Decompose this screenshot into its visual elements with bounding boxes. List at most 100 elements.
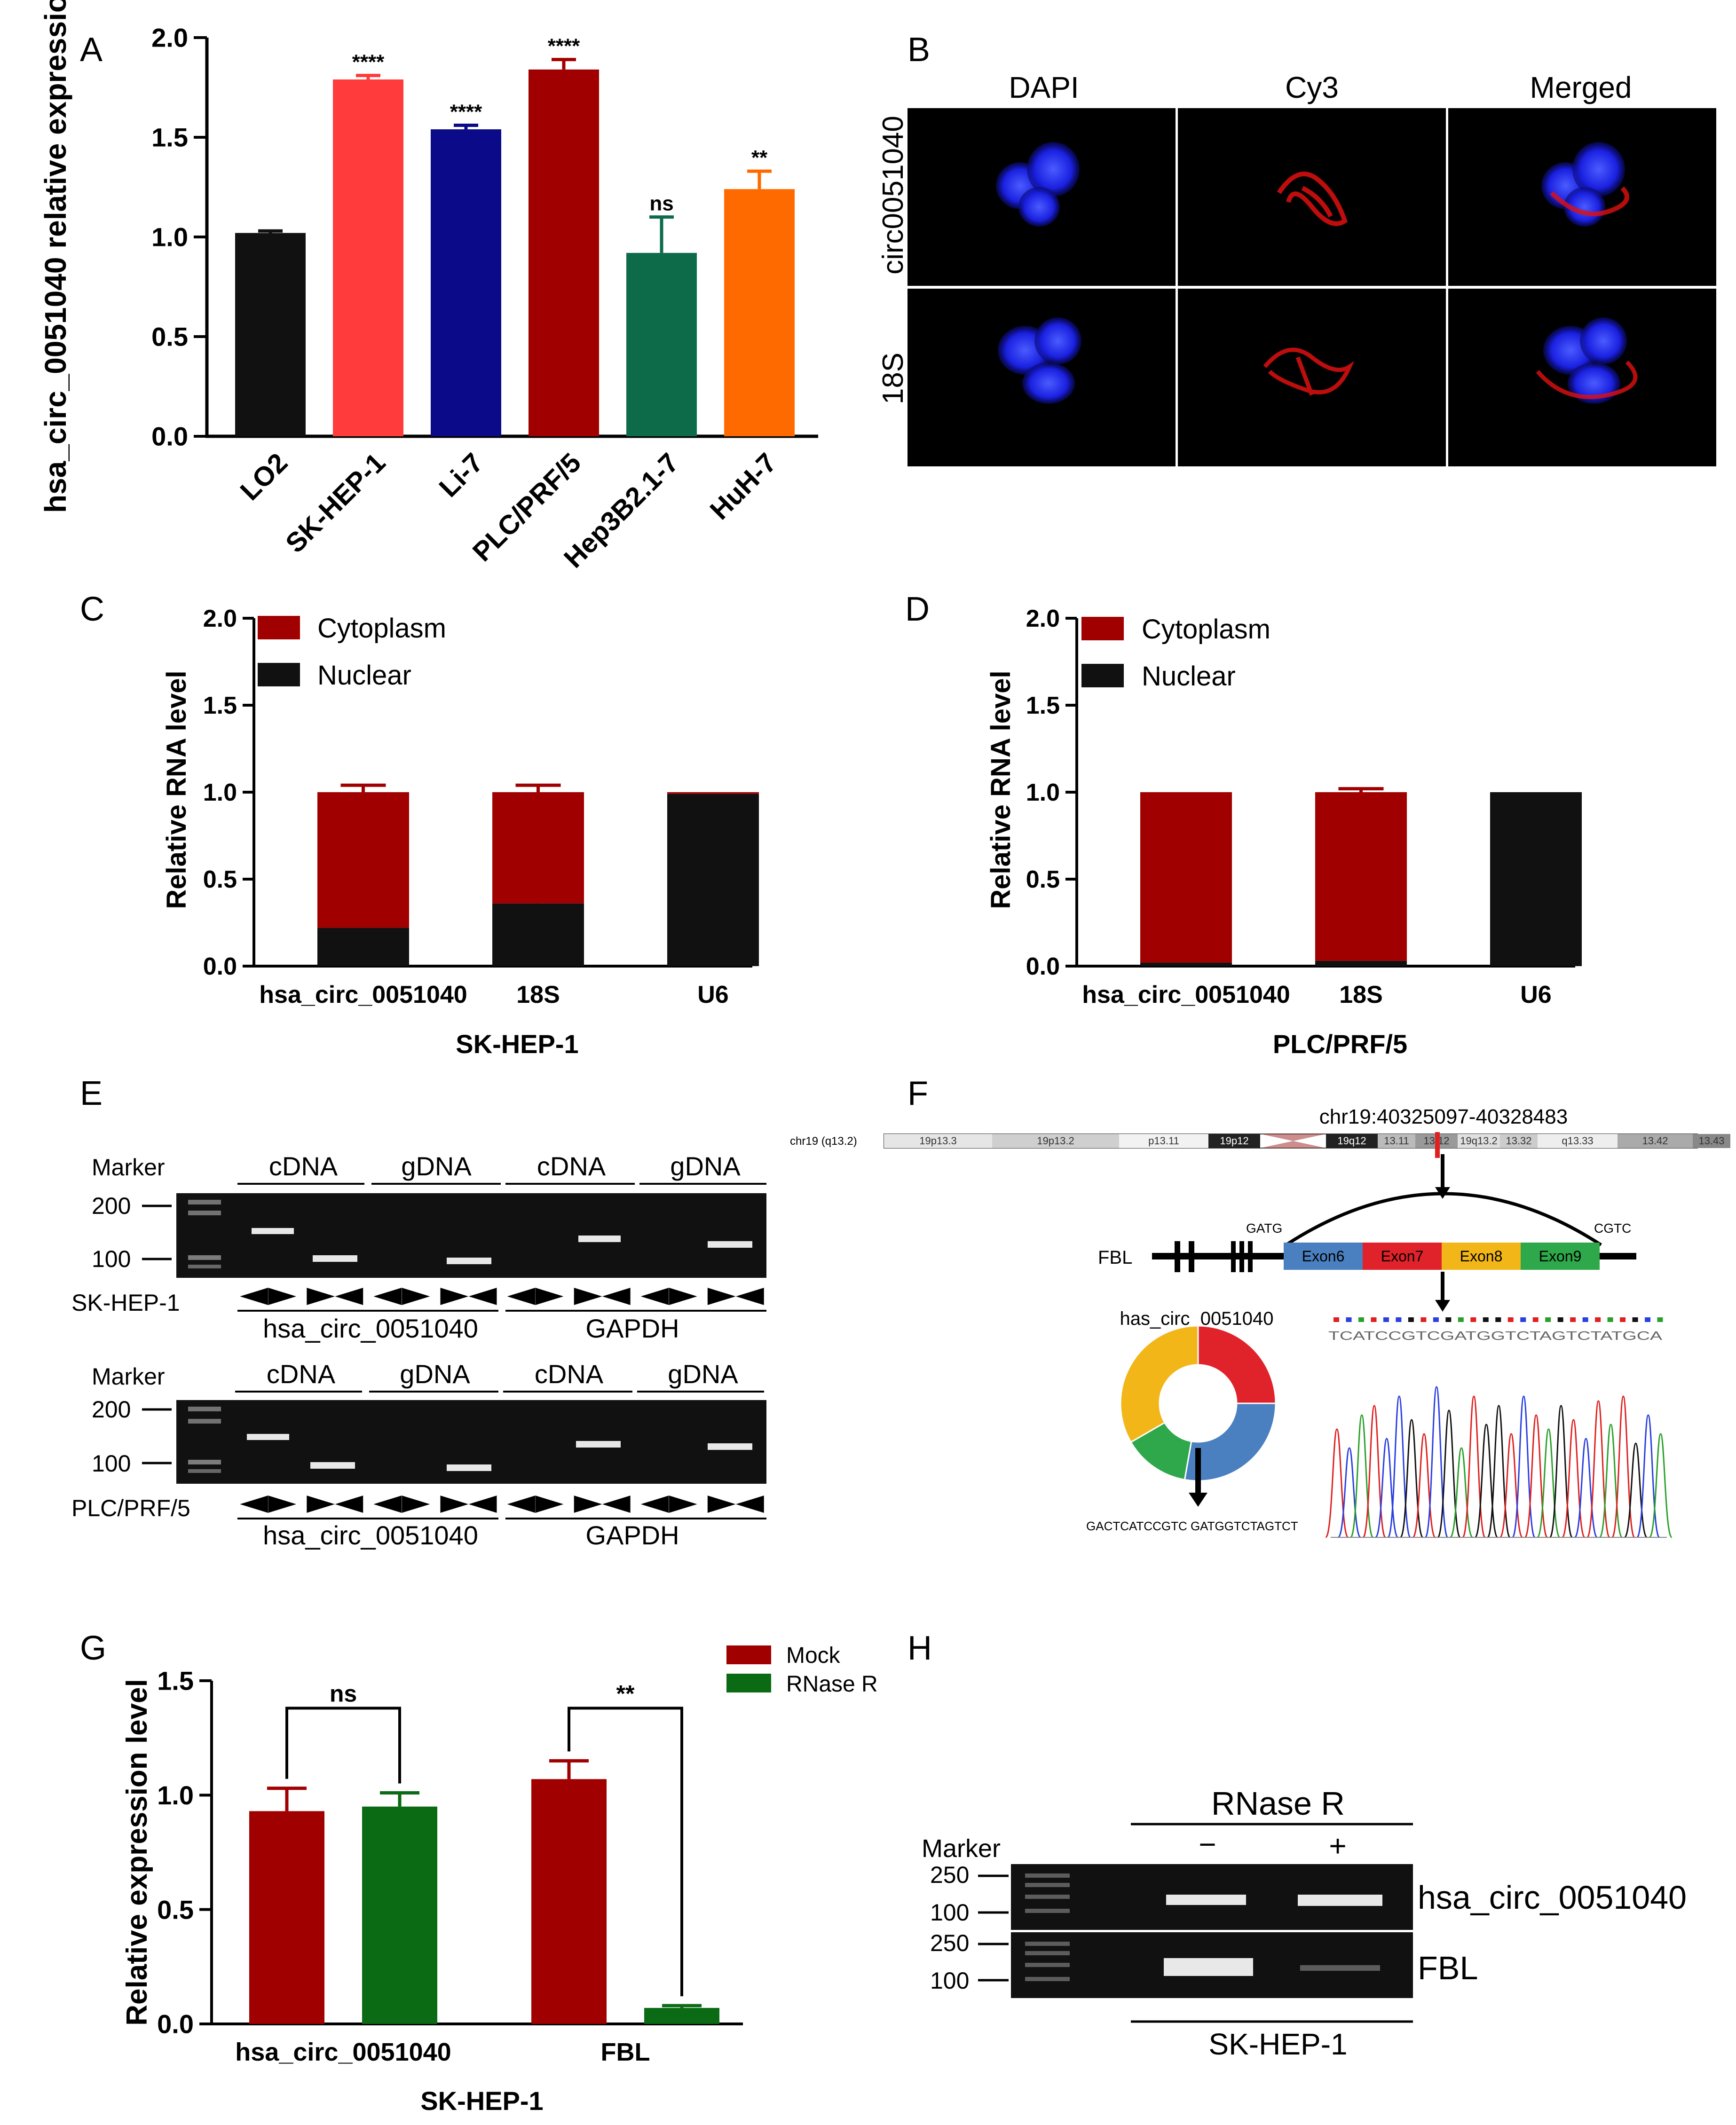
ideogram-band	[1326, 1134, 1378, 1148]
donut-segment	[1120, 1325, 1199, 1443]
micrograph-circ-cy3	[1178, 108, 1446, 286]
chromatogram-sequence: TCATCCGTCGATGGTCTAGTCTATGCA	[1328, 1329, 1663, 1343]
base-dot	[1607, 1317, 1613, 1322]
gel-h-ladder-100: 100	[930, 1968, 969, 1994]
centromere	[1260, 1134, 1326, 1148]
panel-c-label: C	[80, 590, 104, 628]
base-dot	[1445, 1317, 1452, 1322]
y-tick-label: 0.5	[203, 866, 237, 893]
bar-cytoplasm	[1140, 792, 1232, 963]
base-dot	[1507, 1317, 1514, 1322]
ideogram-band-label: 13.11	[1384, 1135, 1409, 1147]
bar-cytoplasm	[667, 792, 759, 794]
panel-b-row-circ: circ0051040	[877, 116, 909, 275]
base-dot	[1334, 1317, 1339, 1322]
base-dot	[1645, 1317, 1651, 1322]
gel-h-row-fbl: FBL	[1418, 1950, 1478, 1986]
panel-b-col-dapi: DAPI	[1009, 71, 1079, 104]
exon9-label: Exon9	[1539, 1248, 1582, 1265]
significance-label: ****	[548, 35, 580, 58]
dapi-nuclei-icon	[996, 142, 1080, 227]
gel-h-cell-line: SK-HEP-1	[1208, 2027, 1347, 2061]
panel-g-bars: hsa_circ_0051040 FBL ns **	[235, 1680, 719, 2066]
panel-g-legend-rnase: RNase R	[786, 1672, 878, 1697]
trace-peak	[1499, 1433, 1523, 1538]
y-tick-label: 0.5	[151, 322, 188, 352]
gel-h-bands	[1025, 1873, 1382, 1981]
x-tick-label: 18S	[516, 981, 560, 1008]
bar-rnase-r	[644, 2007, 719, 2024]
exon7-label: Exon7	[1381, 1248, 1424, 1265]
panel-a-y-ticks: 0.0 0.5 1.0 1.5 2.0	[151, 23, 207, 451]
x-tick-label: HuH-7	[704, 447, 782, 526]
gene-exon-ticks	[1175, 1241, 1253, 1272]
panel-d-legend-cytoplasm: Cytoplasm	[1142, 614, 1270, 645]
significance-label: ****	[450, 101, 482, 124]
base-dot	[1582, 1317, 1588, 1322]
y-tick-label: 1.0	[1026, 779, 1060, 806]
x-tick-label: LO2	[234, 447, 293, 506]
base-dot	[1483, 1317, 1489, 1322]
gel-ladder-100: 100	[92, 1450, 131, 1477]
significance-label: ****	[352, 51, 385, 74]
gel-primer-circ: hsa_circ_0051040	[263, 1314, 478, 1343]
y-tick-label: 1.5	[203, 692, 237, 719]
trace-peak	[1462, 1395, 1486, 1538]
x-tick-label: 18S	[1339, 981, 1383, 1008]
rnase-plus: +	[1329, 1829, 1346, 1863]
y-tick-label: 0.5	[1026, 866, 1060, 893]
ideogram-band	[1208, 1134, 1260, 1148]
exon6-box	[1284, 1243, 1363, 1270]
ideogram-band-label: 13.42	[1642, 1135, 1668, 1147]
x-tick-label: U6	[697, 981, 728, 1008]
y-tick-label: 1.0	[203, 779, 237, 806]
y-tick-label: 1.0	[157, 1780, 194, 1810]
panel-c-legend-nuclear: Nuclear	[317, 660, 411, 691]
bar-rnase-r	[362, 1806, 437, 2024]
ideogram-band-label: 19p12	[1220, 1135, 1248, 1147]
gel-marker-label: Marker	[92, 1154, 165, 1181]
donut-segment	[1197, 1325, 1277, 1404]
trace-peak	[1449, 1447, 1474, 1538]
gel-h-ladder-250: 250	[930, 1930, 969, 1956]
bar-mock	[531, 1779, 607, 2024]
bar-nuclear	[1490, 792, 1582, 966]
gel-group-gdna: gDNA	[400, 1359, 470, 1389]
panel-d-y-ticks: 0.0 0.5 1.0 1.5 2.0	[1026, 605, 1077, 980]
circ-donut	[1120, 1325, 1277, 1482]
ideogram-band-label: p13.11	[1148, 1135, 1179, 1147]
exon6-label: Exon6	[1302, 1248, 1345, 1265]
x-tick-label: hsa_circ_0051040	[1082, 981, 1290, 1008]
panel-d-bars: hsa_circ_0051040 18S U6	[1082, 787, 1582, 1008]
panel-d-ylabel: Relative RNA level	[986, 670, 1016, 909]
rnase-minus: −	[1199, 1827, 1216, 1861]
gel-cell-line: PLC/PRF/5	[71, 1495, 190, 1521]
exon8-box	[1442, 1243, 1521, 1270]
gel-group-cdna: cDNA	[535, 1359, 604, 1389]
ideogram-band-label: 13.43	[1698, 1135, 1724, 1147]
ideogram-band-label: 19p13.3	[919, 1135, 957, 1147]
panel-g-legend-mock: Mock	[786, 1643, 841, 1668]
down-arrow-icon	[1435, 1300, 1450, 1312]
trace-peak	[1649, 1433, 1673, 1538]
merged-signal-icon	[1536, 317, 1638, 404]
bar-sk-hep-1	[333, 79, 403, 437]
gel-bands	[188, 1407, 752, 1473]
bar-hep3b2-1-7	[626, 252, 697, 436]
ideogram-band-label: 19q12	[1337, 1135, 1366, 1147]
y-tick-label: 1.5	[151, 123, 188, 152]
gel-group-gdna: gDNA	[668, 1359, 738, 1389]
exon9-box	[1521, 1243, 1600, 1270]
ideogram-band-label: q13.33	[1562, 1135, 1593, 1147]
ideogram-band-label: 19q13.2	[1460, 1135, 1498, 1147]
gel-h-row-circ: hsa_circ_0051040	[1418, 1879, 1687, 1916]
locus-label: chr19:40325097-40328483	[1319, 1105, 1568, 1128]
bar-cytoplasm	[1315, 792, 1407, 961]
panel-d-legend-nuclear: Nuclear	[1142, 661, 1236, 692]
trace-peak	[1599, 1424, 1623, 1538]
panel-a-label: A	[80, 31, 103, 69]
base-dot	[1657, 1317, 1663, 1322]
panel-c-ylabel: Relative RNA level	[161, 670, 192, 909]
gel-h-ladder-ticks	[978, 1874, 1009, 1982]
splice-site-left: GATG	[1246, 1221, 1282, 1236]
